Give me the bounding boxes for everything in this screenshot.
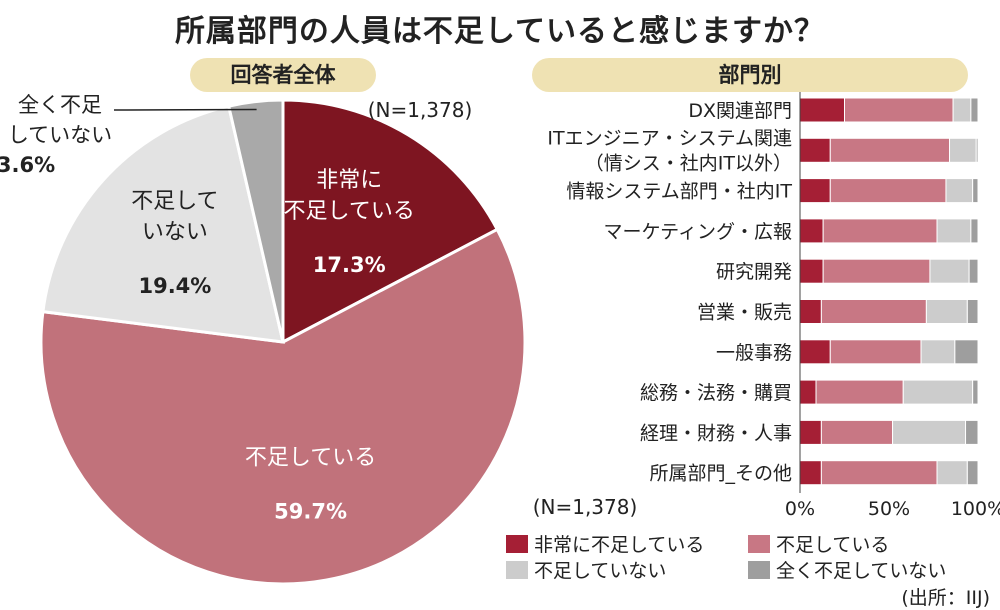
bar-segment-9-2 [936,460,968,486]
pie-slice-0 [281,98,500,345]
department-section-label: 部門別 [532,58,968,92]
bar-segment-6-3 [954,339,979,365]
legend-item-not-at-all: 全く不足していない [748,556,946,583]
bar-segment-6-1 [829,339,922,365]
bar-segment-9-1 [820,460,938,486]
pie-leader-line-3 [113,108,257,111]
bar-segment-1-1 [829,137,951,163]
pie-label-0-line-1: 不足している [284,199,415,224]
category-label-0: DX関連部門 [688,100,792,122]
pie-slice-3 [226,98,285,343]
bar-segment-2-3 [972,178,979,204]
bar-segment-5-3 [966,299,979,324]
source-note: (出所：IIJ) [901,587,990,609]
bar-segment-8-3 [965,419,979,445]
legend-item-short: 不足している [748,530,889,557]
category-label-9: 所属部門_その他 [649,463,792,485]
legend-label-very-short: 非常に不足している [534,534,705,556]
bar-segment-5-0 [799,299,822,324]
legend-item-not-short: 不足していない [506,556,666,583]
bar-segment-4-0 [799,258,824,284]
bar-segment-6-0 [799,339,831,365]
bar-segment-9-3 [966,460,979,486]
bar-segment-0-2 [952,97,972,123]
bar-segment-1-0 [799,137,831,163]
bar-segment-7-1 [815,379,904,405]
pie-value-2: 19.4% [138,274,211,298]
category-label-1-line-0: ITエンジニア・システム関連 [547,127,792,149]
x-tick-label-0: 0% [785,498,815,520]
x-tick-label-1: 50% [868,498,910,520]
category-label-7: 総務・法務・購買 [640,382,792,404]
pie-label-0-line-0: 非常に [316,168,382,193]
chart-title: 所属部門の人員は不足していると感じますか？ [174,14,826,49]
bar-segment-3-2 [936,218,972,244]
legend-swatch-not-short [506,560,528,579]
bar-segment-2-2 [945,178,974,204]
pie-label-2-line-0: 不足して [131,189,218,214]
bar-segment-4-3 [968,258,979,284]
legend-swatch-very-short [506,534,528,553]
bar-segment-8-1 [820,419,894,445]
legend-item-very-short: 非常に不足している [506,530,704,557]
overall-section-label: 回答者全体 [190,58,376,92]
pie-chart: 非常に不足している 17.3% 不足している 59.7% 不足していない 19.4% 全く不… [0,93,527,586]
category-label-3: マーケティング・広報 [604,221,792,243]
pie-slice-1 [39,227,527,586]
bar-segment-4-1 [822,258,931,284]
pie-label-1-line-0: 不足している [245,446,376,471]
bar-segment-1-2 [949,137,977,163]
bar-segment-3-1 [822,218,938,244]
pie-label-2-line-1: いない [142,220,208,245]
bar-segment-5-2 [925,299,968,324]
bar-segment-7-2 [902,379,974,405]
bar-n-label: (N=1,378) [533,495,638,519]
bar-segment-7-0 [799,379,817,405]
bar-segment-6-2 [920,339,956,365]
pie-label-3-line-1: していない [8,123,112,147]
bar-segment-5-1 [820,299,927,324]
pie-value-3: 3.6% [0,153,55,177]
bar-segment-0-0 [799,97,845,123]
bar-segment-9-0 [799,460,822,486]
category-label-2: 情報システム部門・社内IT [566,181,792,203]
bar-segment-2-0 [799,178,831,204]
legend-swatch-not-at-all [748,560,770,579]
category-label-6: 一般事務 [716,342,792,364]
category-label-8: 経理・財務・人事 [640,422,792,444]
bar-segment-1-3 [975,137,979,163]
bar-segment-8-2 [892,419,967,445]
bar-segment-4-2 [929,258,970,284]
category-label-5: 営業・販売 [697,302,792,324]
pie-slice-2 [41,104,285,344]
bar-segment-0-3 [970,97,979,123]
pie-value-0: 17.3% [313,253,386,277]
legend-label-not-at-all: 全く不足していない [776,560,947,582]
pie-label-3-line-0: 全く不足 [18,93,102,117]
pie-n-label: (N=1,378) [368,98,473,122]
bar-segment-2-1 [829,178,947,204]
bar-segment-3-0 [799,218,824,244]
bar-segment-0-1 [844,97,954,123]
category-label-1-line-1: （情シス・社内IT以外） [585,152,792,174]
legend-swatch-short [748,534,770,553]
category-label-4: 研究開発 [716,261,792,283]
bar-segment-3-3 [970,218,979,244]
bar-segment-7-3 [972,379,979,405]
pie-value-1: 59.7% [274,500,347,524]
legend-label-not-short: 不足していない [534,560,667,582]
x-tick-label-2: 100% [951,498,1000,520]
bar-segment-8-0 [799,419,822,445]
legend-label-short: 不足している [776,534,890,556]
